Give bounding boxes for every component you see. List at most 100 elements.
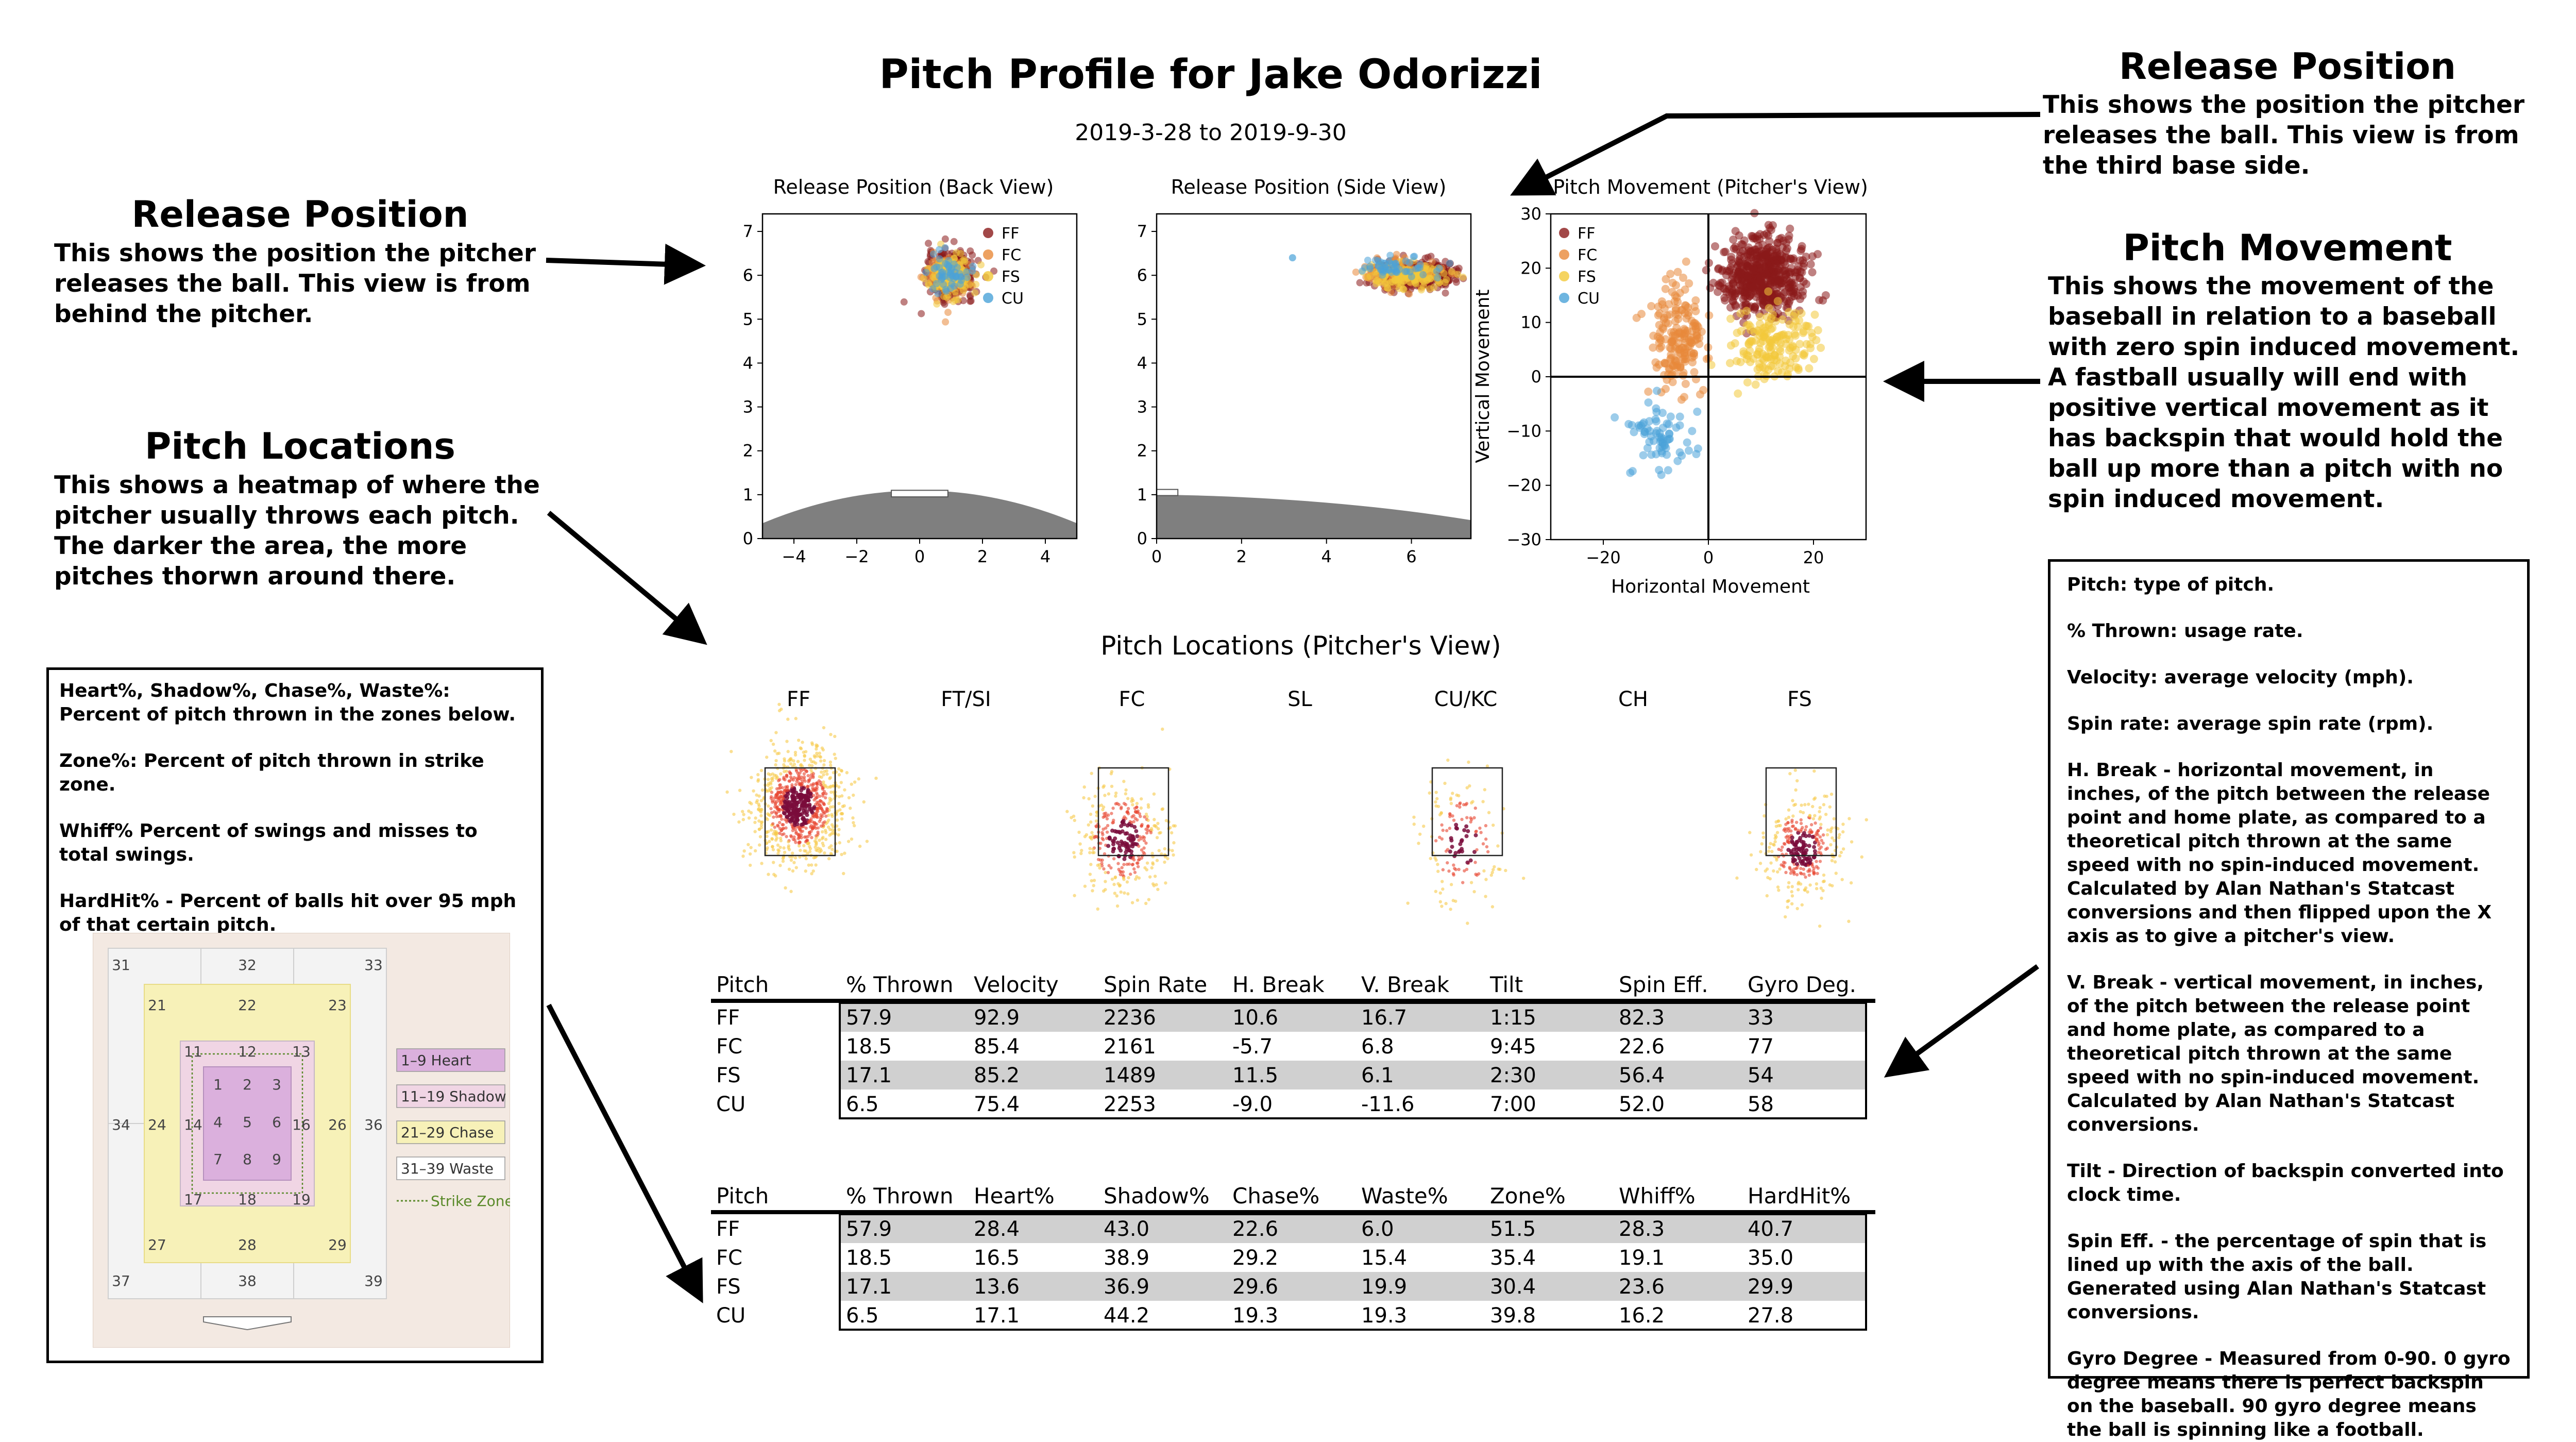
- heat-point: [753, 830, 757, 833]
- column-header: Waste%: [1361, 1183, 1448, 1209]
- heat-point: [1786, 885, 1790, 889]
- heat-point: [785, 818, 789, 823]
- heat-point: [1834, 871, 1838, 875]
- x-tick-label: 4: [1040, 547, 1050, 566]
- data-point-ff: [1772, 274, 1781, 283]
- data-point-fs: [1765, 304, 1773, 312]
- data-point-ff: [1770, 251, 1779, 260]
- data-point-fs: [1768, 362, 1777, 371]
- heat-point: [1119, 824, 1124, 828]
- heat-point: [1794, 827, 1798, 830]
- data-point-fs: [1806, 344, 1815, 353]
- heat-point: [1460, 817, 1464, 821]
- data-point-fs: [1422, 262, 1430, 270]
- data-point-fs: [1737, 327, 1745, 336]
- heat-point: [775, 776, 779, 779]
- arrow-right-box: [1884, 964, 2039, 1078]
- heat-point: [1758, 862, 1762, 865]
- data-point-ff: [1743, 249, 1752, 258]
- zone-legend-swatch: [396, 1048, 505, 1072]
- table-cell: 2:30: [1490, 1064, 1536, 1087]
- heat-point: [1446, 861, 1449, 865]
- heat-point: [1150, 851, 1154, 856]
- heat-point: [1170, 831, 1174, 835]
- data-point-ff: [1785, 277, 1793, 286]
- heat-point: [804, 826, 808, 830]
- heat-point: [816, 832, 820, 836]
- data-point-ff: [1808, 252, 1817, 261]
- y-tick-label: 2: [743, 441, 753, 461]
- heat-point: [1132, 825, 1137, 829]
- heat-point: [1794, 820, 1799, 824]
- column-header: Heart%: [974, 1183, 1055, 1209]
- heat-point: [818, 751, 821, 755]
- heat-point: [792, 762, 796, 766]
- data-point-ff: [1726, 303, 1735, 312]
- heat-point: [811, 783, 815, 787]
- plot-frame: [1550, 213, 1867, 541]
- heat-point: [1775, 870, 1780, 874]
- heat-point: [1822, 879, 1826, 883]
- heat-point: [1091, 851, 1095, 854]
- heat-point: [757, 807, 760, 811]
- heat-point: [1438, 891, 1443, 895]
- heat-point: [732, 812, 736, 816]
- heat-point: [1119, 890, 1123, 894]
- heat-point: [1089, 863, 1093, 866]
- heat-point: [815, 791, 819, 795]
- heat-point: [845, 771, 849, 775]
- heat-point: [1790, 902, 1794, 906]
- data-point-fc: [1665, 300, 1673, 309]
- zone-legend-swatch: [396, 1156, 505, 1180]
- data-point-fs: [1785, 364, 1794, 373]
- data-point-cu: [930, 265, 938, 273]
- heat-point: [1164, 819, 1168, 823]
- heat-point: [767, 789, 770, 793]
- heat-point: [1098, 866, 1101, 870]
- heatmap-label: FT/SI: [941, 688, 991, 711]
- heat-point: [1103, 814, 1107, 818]
- heat-point: [1089, 820, 1093, 824]
- y-tick-label: 10: [1520, 313, 1541, 332]
- heat-point: [1132, 867, 1136, 871]
- heat-point: [775, 815, 778, 818]
- heat-point: [1077, 830, 1081, 834]
- legend-label: FC: [1578, 246, 1597, 264]
- heat-point: [830, 823, 834, 827]
- heat-point: [769, 739, 773, 743]
- heat-point: [767, 782, 771, 785]
- heat-point: [785, 740, 789, 743]
- zone-label-chase: 21: [148, 997, 166, 1014]
- heat-point: [840, 852, 843, 857]
- heat-point: [833, 752, 836, 756]
- heat-point: [1468, 784, 1471, 788]
- heat-point: [1091, 847, 1095, 851]
- zone-label-heart: 4: [213, 1114, 223, 1131]
- y-tick-label: −10: [1506, 421, 1541, 441]
- legend-marker-cu: [1559, 293, 1569, 303]
- x-tick-label: 6: [1406, 547, 1416, 566]
- heat-point: [1087, 797, 1091, 801]
- zone-legend-label: 1–9 Heart: [401, 1052, 471, 1069]
- data-point-cu: [1652, 404, 1660, 413]
- heat-point: [1436, 869, 1440, 873]
- data-point-ff: [1797, 246, 1805, 255]
- heat-point: [769, 796, 773, 800]
- heat-point: [749, 846, 753, 849]
- data-point-cu: [963, 274, 971, 281]
- heat-point: [865, 840, 869, 843]
- heat-point: [1434, 858, 1438, 862]
- heat-point: [829, 732, 833, 736]
- heat-point: [1818, 847, 1821, 851]
- heat-point: [826, 813, 831, 817]
- heat-point: [747, 816, 751, 820]
- heat-point: [1799, 821, 1803, 825]
- heat-point: [1163, 847, 1167, 851]
- table-cell: 19.1: [1619, 1246, 1665, 1270]
- heat-point: [824, 831, 828, 834]
- heat-point: [1448, 849, 1452, 854]
- data-point-fs: [950, 255, 958, 262]
- data-point-ff: [1775, 234, 1784, 243]
- heat-point: [1816, 840, 1820, 843]
- heat-point: [1865, 818, 1868, 821]
